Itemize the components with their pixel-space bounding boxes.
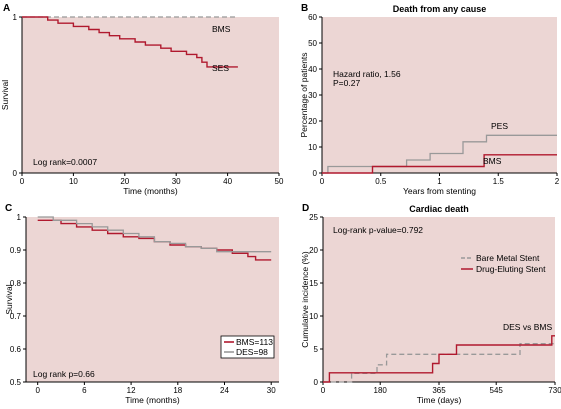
x-tick-label: 0 <box>321 386 326 395</box>
y-tick-label: 0.9 <box>10 246 22 255</box>
y-axis-label: Cumulative incidence (%) <box>300 251 310 348</box>
x-tick-label: 20 <box>120 177 129 186</box>
y-tick-label: 10 <box>308 143 317 152</box>
annotation: Log rank p=0.66 <box>33 369 95 379</box>
y-tick-label: 0 <box>13 169 18 178</box>
x-tick-label: 0 <box>35 386 40 395</box>
y-tick-label: 0.5 <box>10 378 22 387</box>
legend-label: Bare Metal Stent <box>476 253 540 263</box>
annotation: Log rank=0.0007 <box>33 157 97 167</box>
y-tick-label: 20 <box>308 117 317 126</box>
x-tick-label: 730 <box>548 386 561 395</box>
y-axis-label: Survival <box>4 284 14 314</box>
panel-letter: A <box>3 3 10 14</box>
y-tick-label: 10 <box>309 312 318 321</box>
y-tick-label: 20 <box>309 246 318 255</box>
x-tick-label: 40 <box>223 177 232 186</box>
x-tick-label: 30 <box>267 386 276 395</box>
series-label: BMS <box>212 24 231 34</box>
panel-a: 0 10 20 30 40 50 0 1 Time (months) Survival A BMS SE… <box>0 3 284 196</box>
series-line-bare-metal-stent <box>323 343 555 383</box>
series-line-drug-eluting-stent <box>323 335 555 383</box>
annotation: Log-rank p-value=0.792 <box>333 225 423 235</box>
legend-label: Drug-Eluting Stent <box>476 264 546 274</box>
y-axis-label: Percentage of patients <box>299 52 309 137</box>
panel-title: Death from any cause <box>393 4 487 14</box>
panel-title: Cardiac death <box>409 204 469 214</box>
y-tick-label: 0.6 <box>10 345 22 354</box>
series-line-bms <box>322 154 557 174</box>
x-tick-label: 0 <box>20 177 25 186</box>
x-tick-label: 365 <box>432 386 446 395</box>
x-tick-label: 1 <box>437 177 442 186</box>
x-tick-label: 12 <box>127 386 136 395</box>
x-axis-label: Time (days) <box>417 395 462 405</box>
panel-c: 0 6 12 18 24 30 0.5 0.6 0.7 0.8 0.9 1 Time (months) S… <box>4 203 279 405</box>
y-tick-label: 0 <box>314 378 319 387</box>
y-tick-label: 60 <box>308 13 317 22</box>
annotation: Hazard ratio, 1.56 <box>333 69 401 79</box>
y-tick-label: 5 <box>314 345 319 354</box>
x-tick-label: 2 <box>555 177 560 186</box>
x-tick-label: 30 <box>172 177 181 186</box>
x-tick-label: 6 <box>82 386 87 395</box>
panel-d: 0 180 365 545 730 0 5 10 15 20 25 Time (days) Cumula… <box>300 203 561 405</box>
legend-label: BMS=113 <box>236 337 273 347</box>
series-line-pes <box>322 134 557 174</box>
x-tick-label: 545 <box>490 386 504 395</box>
plot-background <box>22 17 279 173</box>
x-tick-label: 0 <box>320 177 325 186</box>
x-tick-label: 0.5 <box>375 177 387 186</box>
annotation: P=0.27 <box>333 78 360 88</box>
x-tick-label: 1.5 <box>493 177 505 186</box>
y-tick-label: 30 <box>308 91 317 100</box>
y-tick-label: 0.7 <box>10 312 22 321</box>
x-tick-label: 50 <box>275 177 284 186</box>
y-tick-label: 0.8 <box>10 279 22 288</box>
y-tick-label: 0 <box>313 169 318 178</box>
y-tick-label: 1 <box>13 13 18 22</box>
x-axis-label: Time (months) <box>123 186 178 196</box>
panel-letter: D <box>302 203 309 214</box>
panel-letter: C <box>5 203 12 214</box>
panel-letter: B <box>301 3 308 14</box>
y-tick-label: 40 <box>308 65 317 74</box>
y-tick-label: 15 <box>309 279 318 288</box>
y-axis-label: Survival <box>0 80 10 110</box>
series-line-des-98 <box>37 216 272 253</box>
y-tick-label: 50 <box>308 39 317 48</box>
legend-label: DES=98 <box>236 347 268 357</box>
series-label: PES <box>491 121 508 131</box>
series-line-ses <box>22 16 238 68</box>
series-label: BMS <box>483 156 502 166</box>
plot-background <box>322 17 557 173</box>
y-tick-label: 25 <box>309 213 318 222</box>
x-tick-label: 180 <box>374 386 388 395</box>
x-axis-label: Time (months) <box>125 395 180 405</box>
x-axis-label: Years from stenting <box>403 186 476 196</box>
x-tick-label: 24 <box>220 386 229 395</box>
x-tick-label: 10 <box>69 177 78 186</box>
series-label: SES <box>212 63 229 73</box>
x-tick-label: 18 <box>173 386 182 395</box>
annotation: DES vs BMS <box>503 322 552 332</box>
y-tick-label: 1 <box>17 213 22 222</box>
legend-box <box>220 335 275 359</box>
